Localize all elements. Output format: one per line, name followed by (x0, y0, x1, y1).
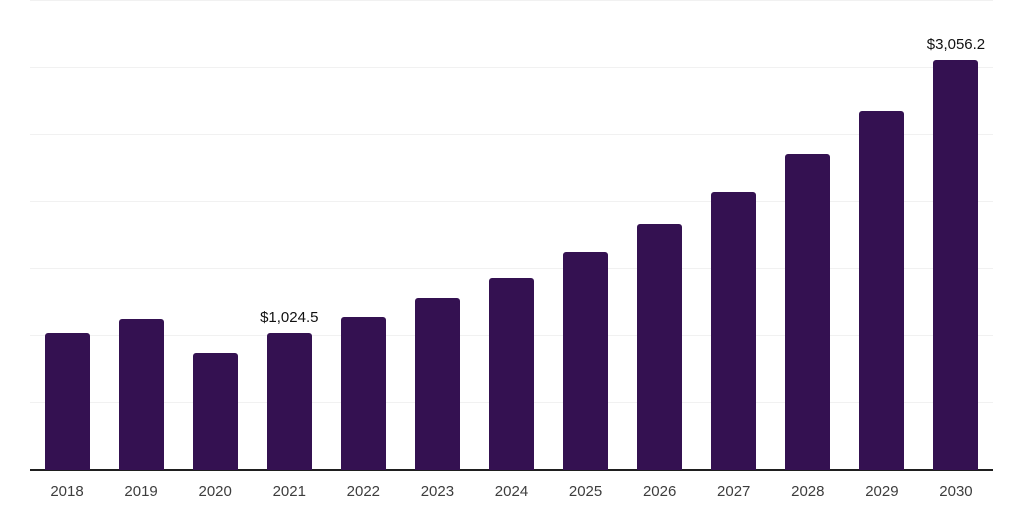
x-tick-label-2028: 2028 (791, 483, 825, 500)
plot-area: $1,024.5 $3,056.2 (30, 0, 993, 471)
value-label-2021: $1,024.5 (260, 308, 319, 326)
x-tick-label-2026: 2026 (642, 483, 677, 500)
x-tick-label-2024: 2024 (494, 483, 529, 500)
bar-2020 (192, 353, 238, 470)
bar-2027 (711, 191, 757, 470)
bar-2029 (859, 110, 905, 470)
x-tick-label-2021: 2021 (272, 483, 306, 500)
x-tick-label-2027: 2027 (717, 483, 751, 500)
value-label-2030: $3,056.2 (926, 36, 986, 54)
x-tick-label-2019: 2019 (124, 483, 158, 500)
x-tick-label-2018: 2018 (50, 483, 84, 500)
gridline (30, 201, 993, 202)
gridline (30, 0, 993, 1)
x-tick-label-2023: 2023 (420, 483, 455, 500)
x-tick-label-2029: 2029 (865, 483, 899, 500)
bar-2021 (266, 332, 312, 470)
bar-2022 (340, 316, 386, 470)
bar-2024 (489, 277, 534, 470)
x-tick-label-2020: 2020 (198, 483, 232, 500)
x-tick-label-2022: 2022 (346, 483, 381, 500)
bar-2030 (933, 60, 979, 470)
bar-2018 (44, 333, 90, 470)
bar-2025 (563, 252, 609, 470)
bar-2026 (637, 224, 683, 470)
gridline (30, 268, 993, 269)
x-axis-line (30, 469, 993, 471)
bar-2028 (785, 154, 831, 470)
bar-2019 (118, 318, 164, 470)
x-tick-label-2030: 2030 (939, 483, 973, 500)
x-axis-tick-labels: 2018 2019 2020 2021 2022 2023 2024 2025 2026 2027… (30, 483, 993, 503)
gridline (30, 67, 993, 68)
x-tick-label-2025: 2025 (568, 483, 603, 500)
gridline (30, 134, 993, 135)
bar-2023 (414, 297, 460, 470)
